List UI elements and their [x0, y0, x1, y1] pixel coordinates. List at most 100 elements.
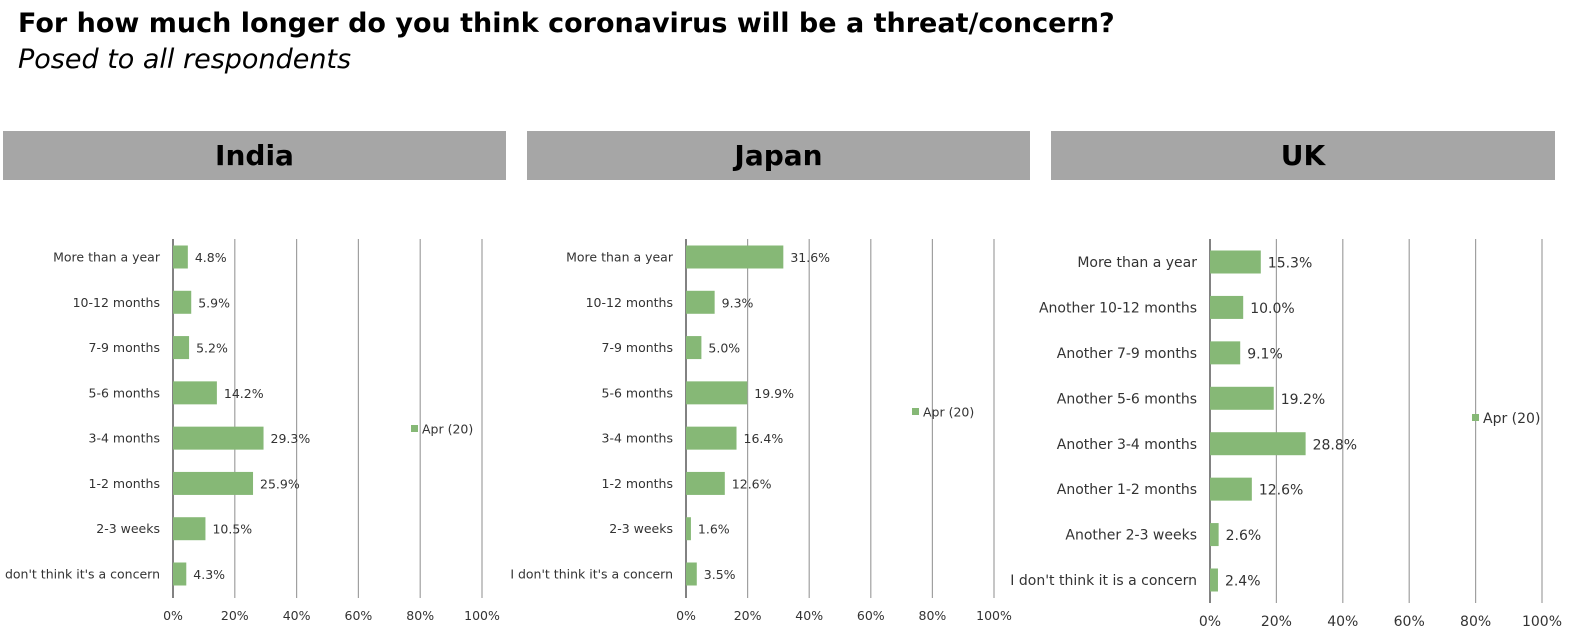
bar	[686, 426, 737, 450]
data-label: 28.8%	[1313, 437, 1357, 453]
bar	[1210, 250, 1261, 274]
category-label: 1-2 months	[89, 476, 160, 491]
category-label: Another 3-4 months	[1057, 437, 1197, 453]
bar	[173, 426, 264, 450]
data-label: 2.6%	[1226, 528, 1262, 544]
bar	[686, 290, 715, 314]
data-label: 3.5%	[704, 567, 736, 582]
data-label: 25.9%	[260, 476, 300, 491]
category-label: 10-12 months	[73, 295, 160, 310]
category-label: 2-3 weeks	[96, 521, 160, 536]
data-label: 4.3%	[193, 567, 225, 582]
data-label: 5.2%	[196, 341, 228, 356]
data-label: 9.3%	[722, 295, 754, 310]
panel-header-india: India	[3, 131, 506, 180]
bar	[1210, 341, 1241, 365]
bar	[173, 517, 206, 541]
category-label: 3-4 months	[602, 431, 673, 446]
category-label: 2-3 weeks	[609, 521, 673, 536]
bar	[173, 381, 217, 405]
x-tick-label: 100%	[976, 608, 1012, 623]
category-label: 1-2 months	[602, 476, 673, 491]
legend-swatch	[1472, 414, 1479, 421]
category-label: 5-6 months	[89, 385, 160, 400]
x-tick-label: 0%	[676, 608, 696, 623]
data-label: 5.0%	[708, 341, 740, 356]
category-label: I don't think it's a concern	[0, 567, 160, 582]
bar	[173, 562, 187, 586]
x-tick-label: 40%	[283, 608, 311, 623]
legend-label: Apr (20)	[1483, 411, 1540, 427]
bar	[1210, 432, 1306, 456]
data-label: 12.6%	[1259, 483, 1303, 499]
legend-swatch	[411, 425, 418, 432]
data-label: 19.9%	[754, 386, 794, 401]
x-tick-label: 20%	[1261, 614, 1292, 630]
x-tick-label: 100%	[1522, 614, 1562, 630]
bar	[686, 562, 697, 586]
data-label: 1.6%	[698, 522, 730, 537]
chart-japan: 0% 20% 40% 60% 80% 100% More than a year 31.6% 1…	[510, 239, 1012, 623]
data-label: 16.4%	[744, 431, 784, 446]
category-label: I don't think it's a concern	[510, 567, 673, 582]
bar	[173, 245, 188, 269]
category-label: 3-4 months	[89, 431, 160, 446]
x-tick-label: 60%	[1394, 614, 1425, 630]
bar	[1210, 523, 1219, 547]
data-label: 10.5%	[212, 522, 252, 537]
x-tick-label: 20%	[221, 608, 249, 623]
category-label: 5-6 months	[602, 385, 673, 400]
panel-header-uk: UK	[1051, 131, 1555, 180]
data-label: 5.9%	[198, 295, 230, 310]
bar	[686, 381, 748, 405]
bar	[1210, 477, 1252, 501]
bar	[686, 471, 725, 495]
x-tick-label: 80%	[1460, 614, 1491, 630]
category-label: Another 7-9 months	[1057, 346, 1197, 362]
data-label: 15.3%	[1268, 256, 1312, 272]
data-label: 10.0%	[1250, 301, 1294, 317]
bar	[686, 245, 784, 269]
x-tick-label: 40%	[1327, 614, 1358, 630]
category-label: Another 5-6 months	[1057, 391, 1197, 407]
x-tick-label: 0%	[163, 608, 183, 623]
data-label: 12.6%	[732, 476, 772, 491]
bar	[1210, 568, 1218, 592]
category-label: More than a year	[566, 250, 674, 265]
x-tick-label: 80%	[919, 608, 947, 623]
chart-india: 0% 20% 40% 60% 80% 100% More than a year 4.8% 10…	[0, 239, 500, 623]
category-label: I don't think it is a concern	[1010, 573, 1197, 589]
data-label: 14.2%	[224, 386, 264, 401]
x-tick-label: 100%	[464, 608, 500, 623]
data-label: 19.2%	[1281, 392, 1325, 408]
bar	[173, 336, 190, 360]
legend-swatch	[912, 408, 919, 415]
data-label: 29.3%	[271, 431, 311, 446]
bar	[1210, 295, 1244, 319]
bar	[686, 336, 702, 360]
data-label: 31.6%	[790, 250, 830, 265]
category-label: Another 1-2 months	[1057, 482, 1197, 498]
category-label: Another 2-3 weeks	[1065, 528, 1197, 544]
category-label: More than a year	[53, 250, 161, 265]
category-label: 7-9 months	[89, 340, 160, 355]
chart-uk: 0% 20% 40% 60% 80% 100% More than a year 15.3% A…	[1010, 239, 1562, 630]
x-tick-label: 0%	[1199, 614, 1221, 630]
bar	[173, 290, 192, 314]
category-label: 10-12 months	[586, 295, 673, 310]
bar	[173, 471, 254, 495]
data-label: 9.1%	[1247, 346, 1283, 362]
data-label: 2.4%	[1225, 574, 1261, 590]
category-label: Another 10-12 months	[1039, 300, 1197, 316]
x-tick-label: 80%	[406, 608, 434, 623]
category-label: 7-9 months	[602, 340, 673, 355]
x-tick-label: 20%	[734, 608, 762, 623]
chart-title: For how much longer do you think coronav…	[18, 8, 1115, 39]
data-label: 4.8%	[195, 250, 227, 265]
x-tick-label: 60%	[345, 608, 373, 623]
legend-label: Apr (20)	[422, 422, 473, 437]
panel-header-japan: Japan	[527, 131, 1030, 180]
bar	[1210, 386, 1274, 410]
x-tick-label: 40%	[795, 608, 823, 623]
bar	[686, 517, 691, 541]
